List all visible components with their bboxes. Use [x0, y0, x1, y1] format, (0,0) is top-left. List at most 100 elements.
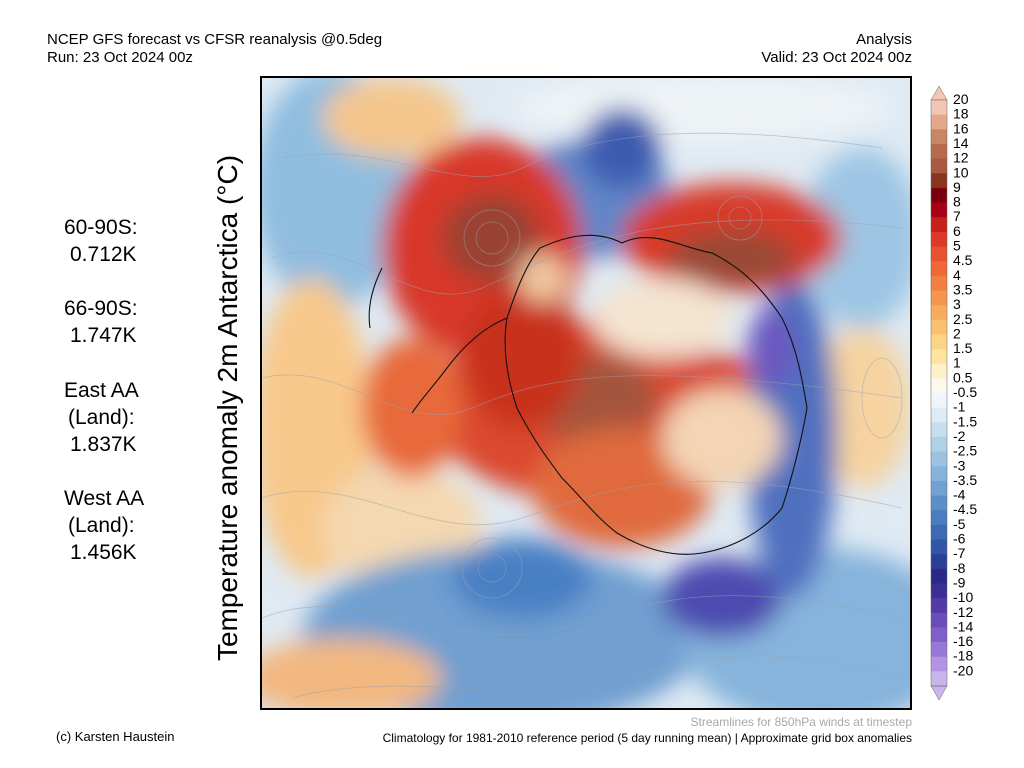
colorbar-tick-label: -20	[953, 662, 973, 678]
colorbar-swatch	[931, 261, 947, 277]
colorbar-swatch	[931, 114, 947, 130]
colorbar-swatch	[931, 305, 947, 321]
coastline	[368, 234, 808, 555]
stat-value: 0.712K	[70, 243, 137, 266]
colorbar-swatch	[931, 524, 947, 540]
colorbar-swatch	[931, 393, 947, 409]
colorbar-swatch	[931, 510, 947, 526]
stat-label: 60-90S:	[64, 216, 138, 239]
colorbar-swatch	[931, 422, 947, 438]
colorbar-swatch	[931, 671, 947, 687]
colorbar-tick-label: 10	[953, 164, 969, 180]
stat-value: 1.747K	[70, 324, 137, 347]
colorbar-tick-label: 14	[953, 135, 969, 151]
stat-label: 66-90S:	[64, 297, 138, 320]
colorbar-tick-label: 20	[953, 91, 969, 107]
colorbar-tick-label: -10	[953, 589, 973, 605]
colorbar-tick-label: -3.5	[953, 472, 977, 488]
colorbar-swatch	[931, 612, 947, 628]
valid-time: Valid: 23 Oct 2024 00z	[761, 49, 912, 66]
model-title: NCEP GFS forecast vs CFSR reanalysis @0.…	[47, 31, 383, 48]
colorbar-tick-label: -4.5	[953, 501, 977, 517]
colorbar-swatch	[931, 554, 947, 570]
stat-label: West AA	[64, 487, 145, 510]
colorbar-tick-label: -18	[953, 648, 973, 664]
colorbar-swatch	[931, 246, 947, 262]
colorbar-tick-label: 2.5	[953, 311, 973, 327]
colorbar-swatch	[931, 129, 947, 145]
climatology-note: Climatology for 1981-2010 reference peri…	[382, 731, 912, 745]
colorbar-swatch	[931, 568, 947, 584]
stat-label: (Land):	[68, 514, 135, 537]
colorbar-tick-label: 4.5	[953, 252, 973, 268]
colorbar-swatch	[931, 407, 947, 423]
colorbar-tick-label: -16	[953, 633, 973, 649]
colorbar-swatch	[931, 495, 947, 511]
stat-60-90s: 60-90S: 0.712K	[64, 214, 138, 268]
colorbar-tick-label: 12	[953, 150, 969, 166]
colorbar-tick-label: -1.5	[953, 413, 977, 429]
stat-east-aa: East AA (Land): 1.837K	[64, 377, 139, 458]
colorbar-tick-label: -8	[953, 560, 966, 576]
colorbar-swatch	[931, 319, 947, 335]
colorbar-tick-label: 0.5	[953, 369, 973, 385]
anomaly-field	[262, 78, 910, 708]
colorbar-tick-label: -2.5	[953, 443, 977, 459]
colorbar-tick-label: 1	[953, 355, 961, 371]
header-right: Analysis Valid: 23 Oct 2024 00z	[761, 31, 912, 67]
colorbar-tick-label: 4	[953, 267, 961, 283]
colorbar-swatch	[931, 290, 947, 306]
colorbar-swatch	[931, 275, 947, 291]
stat-value: 1.837K	[70, 433, 137, 456]
colorbar-tick-label: 3.5	[953, 281, 973, 297]
stat-label: (Land):	[68, 406, 135, 429]
colorbar-tick-label: -14	[953, 618, 973, 634]
colorbar-swatch	[931, 143, 947, 159]
colorbar-swatch	[931, 627, 947, 643]
colorbar-swatch	[931, 231, 947, 247]
colorbar-swatch	[931, 100, 947, 116]
colorbar-tick-label: 8	[953, 194, 961, 210]
y-axis-label: Temperature anomaly 2m Antarctica (°C)	[212, 154, 243, 662]
colorbar-tick-label: -0.5	[953, 384, 977, 400]
colorbar-swatch	[931, 217, 947, 233]
colorbar-swatch	[931, 334, 947, 350]
colorbar-tick-label: -9	[953, 574, 966, 590]
stat-66-90s: 66-90S: 1.747K	[64, 295, 138, 349]
colorbar-swatch	[931, 656, 947, 672]
colorbar-tick-label: -5	[953, 516, 966, 532]
run-time: Run: 23 Oct 2024 00z	[47, 49, 193, 66]
colorbar: 201816141210987654.543.532.521.510.5-0.5…	[930, 86, 977, 701]
colorbar-tick-label: -12	[953, 604, 973, 620]
colorbar-swatch	[931, 466, 947, 482]
analysis-label: Analysis	[856, 31, 912, 48]
colorbar-swatch	[931, 187, 947, 203]
colorbar-tick-label: -1	[953, 399, 966, 415]
colorbar-tick-label: 5	[953, 238, 961, 254]
colorbar-tick-label: 2	[953, 325, 961, 341]
colorbar-tick-label: -6	[953, 531, 966, 547]
stat-west-aa: West AA (Land): 1.456K	[64, 485, 144, 566]
colorbar-swatch	[931, 436, 947, 452]
colorbar-bottom-arrow	[930, 685, 948, 701]
colorbar-swatch	[931, 539, 947, 555]
anomaly-map	[260, 76, 912, 710]
colorbar-tick-label: -3	[953, 457, 966, 473]
colorbar-swatch	[931, 480, 947, 496]
colorbar-tick-label: -7	[953, 545, 966, 561]
colorbar-tick-label: 1.5	[953, 340, 973, 356]
colorbar-swatch	[931, 451, 947, 467]
colorbar-frame	[930, 99, 948, 687]
credit: (c) Karsten Haustein	[56, 729, 175, 744]
header-left: NCEP GFS forecast vs CFSR reanalysis @0.…	[47, 31, 382, 67]
colorbar-swatch	[931, 363, 947, 379]
colorbar-tick-label: -2	[953, 428, 966, 444]
streamlines-note: Streamlines for 850hPa winds at timestep	[690, 715, 912, 729]
colorbar-swatch	[931, 642, 947, 658]
stat-value: 1.456K	[70, 541, 137, 564]
colorbar-tick-label: 9	[953, 179, 961, 195]
map-canvas	[262, 78, 910, 708]
colorbar-swatch	[931, 349, 947, 365]
colorbar-tick-label: 3	[953, 296, 961, 312]
